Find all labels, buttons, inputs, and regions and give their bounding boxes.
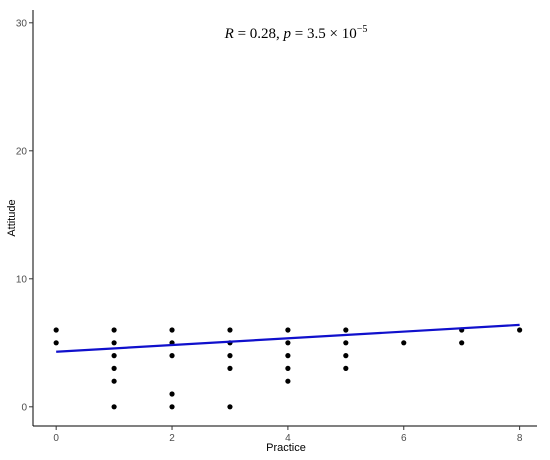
- data-point: [343, 340, 349, 346]
- data-point: [343, 353, 349, 359]
- x-axis-title: Practice: [266, 442, 306, 454]
- regression-line: [56, 323, 520, 353]
- data-point: [169, 404, 175, 410]
- y-tick-label: 20: [16, 146, 28, 157]
- data-point: [285, 353, 291, 359]
- y-axis-title: Attitude: [6, 199, 18, 236]
- data-point: [343, 327, 349, 333]
- p-value: = 3.5 × 10: [291, 26, 357, 42]
- data-point: [169, 391, 175, 397]
- data-point: [343, 365, 349, 371]
- data-point: [111, 404, 117, 410]
- r-value: = 0.28,: [234, 26, 284, 42]
- x-tick-label: 0: [53, 433, 59, 444]
- points-layer: [53, 327, 523, 410]
- p-exponent: −5: [357, 24, 368, 35]
- data-point: [285, 340, 291, 346]
- data-point: [459, 340, 465, 346]
- x-tick-label: 6: [401, 433, 407, 444]
- data-point: [111, 340, 117, 346]
- data-point: [401, 340, 407, 346]
- y-tick-label: 0: [21, 402, 27, 413]
- r-symbol: R: [224, 26, 234, 42]
- data-point: [227, 404, 233, 410]
- correlation-annotation: R = 0.28, p = 3.5 × 10−5: [224, 24, 368, 42]
- axes-layer: 0 2 4 6 8 0 10 20 30: [16, 10, 537, 444]
- data-point: [285, 378, 291, 384]
- y-tick-label: 10: [16, 274, 28, 285]
- data-point: [285, 327, 291, 333]
- x-tick-label: 8: [517, 433, 523, 444]
- data-point: [227, 353, 233, 359]
- data-point: [517, 327, 523, 333]
- data-point: [169, 353, 175, 359]
- x-tick-label: 4: [285, 433, 291, 444]
- regression-layer: [56, 323, 520, 353]
- data-point: [53, 340, 59, 346]
- data-point: [111, 353, 117, 359]
- data-point: [227, 327, 233, 333]
- data-point: [53, 327, 59, 333]
- data-point: [111, 378, 117, 384]
- data-point: [285, 365, 291, 371]
- data-point: [111, 365, 117, 371]
- data-point: [111, 327, 117, 333]
- p-symbol: p: [283, 26, 292, 42]
- data-point: [227, 365, 233, 371]
- x-tick-label: 2: [169, 433, 175, 444]
- data-point: [169, 327, 175, 333]
- y-tick-label: 30: [16, 18, 28, 29]
